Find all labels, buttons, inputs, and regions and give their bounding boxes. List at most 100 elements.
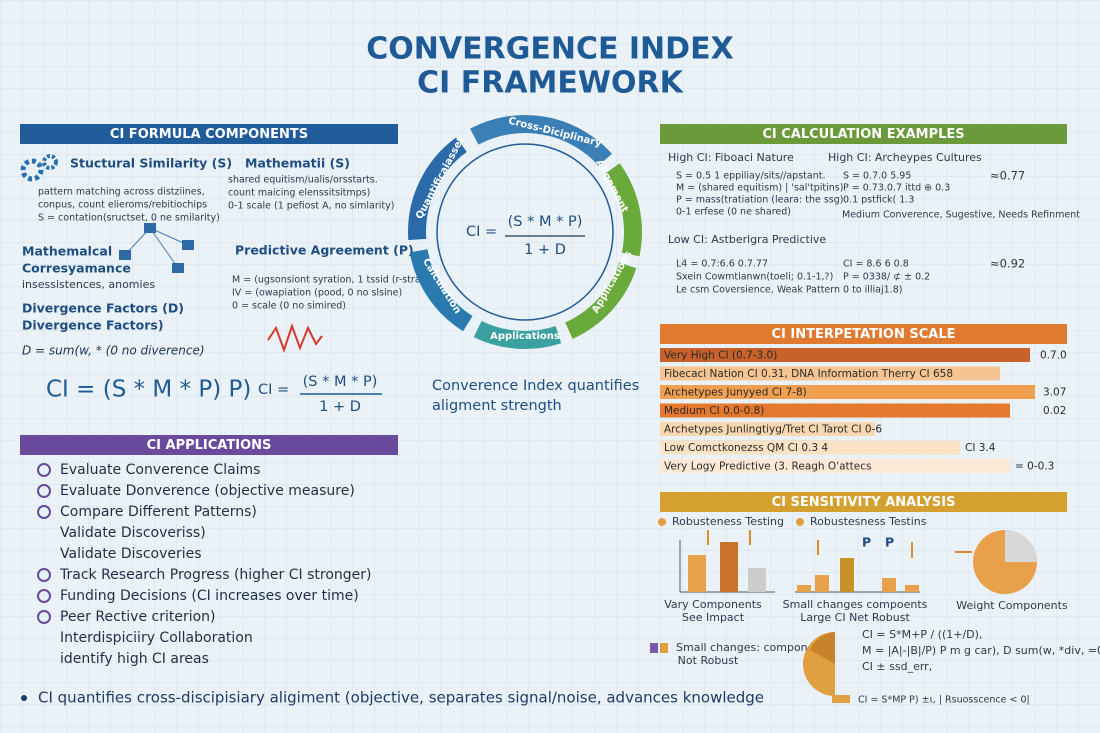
text: M = (ugsonsiont syration, 1 tssid (r-str… <box>232 275 432 286</box>
text: High CI: Fiboaci Nature <box>668 151 794 164</box>
text: Converence Index quantifies <box>432 378 639 394</box>
text: Robustesness Testins <box>810 515 927 528</box>
scale-band <box>660 385 1035 399</box>
text: Medium Converence, Sugestive, Needs Refi… <box>842 210 1080 221</box>
text: Corresyamance <box>22 261 131 276</box>
item-icon <box>37 589 51 603</box>
text: CI 3.4 <box>965 442 996 454</box>
text: Applications <box>490 331 560 342</box>
text: 1 + D <box>524 242 566 258</box>
text: CI INTERPETATION SCALE <box>772 327 956 342</box>
text: Interdispiciiry Collaboration <box>60 630 253 646</box>
text: ≈0.77 <box>990 169 1025 183</box>
text: ≈0.92 <box>990 257 1025 271</box>
text: 0 = scale (0 no simired) <box>232 301 346 312</box>
text: S = 0.5 1 eppiliay/sits//apstant. <box>676 171 825 182</box>
text: High CI: Archeypes Cultures <box>828 151 982 164</box>
text: CI = (S * M * P) P) <box>46 377 251 403</box>
sample-bar <box>797 585 811 592</box>
text: Validate Discoveries <box>60 546 202 562</box>
text: (S * M * P) <box>303 374 378 390</box>
text: pattern matching across distziines, <box>38 187 205 198</box>
sample-bar <box>815 575 829 592</box>
cycle-segment <box>604 163 642 257</box>
text: Vary Components <box>664 598 762 611</box>
scale-band <box>660 440 960 455</box>
text: Le csm Coversience, Weak Pattern <box>676 285 840 296</box>
cycle-inner <box>436 143 614 321</box>
network-node <box>182 240 194 250</box>
legend-swatch <box>660 643 668 653</box>
text: M = (shared equitism) | 'sal'tpitins) <box>676 183 843 194</box>
cycle-segment <box>408 137 468 241</box>
zigzag-icon <box>267 322 323 354</box>
text: 1 + D <box>319 399 361 415</box>
item-icon <box>37 484 51 498</box>
text: Track Research Progress (higher CI stron… <box>59 567 372 583</box>
text: P = 0338/ ⊄ ± 0.2 <box>843 272 930 283</box>
text: Divergence Factors) <box>22 318 164 333</box>
scale-band <box>660 403 1010 418</box>
cycle-segment <box>473 320 562 349</box>
text: Peer Rective criterion) <box>60 609 216 625</box>
text: 0.1 pstfick( 1.3 <box>843 195 914 206</box>
text: conpus, count elieroms/rebitiochips <box>38 200 207 211</box>
item-icon <box>37 463 51 477</box>
text: M = |A|-|B|/P) P m g car), D sum(w, *div… <box>862 644 1100 657</box>
legend-dot <box>658 518 666 526</box>
text: 0 to illiaj1.8) <box>843 285 902 296</box>
item-icon <box>37 505 51 519</box>
text: Very Logy Predictive (3. Reagh O'attecs <box>664 461 871 473</box>
text: IV = (owapiation (pood, 0 no slsine) <box>232 288 402 299</box>
text: S = contation(sructset, 0 ne smilarity) <box>38 213 220 224</box>
sample-bar <box>840 558 854 592</box>
text: Low Comctkonezss QM CI 0.3 4 <box>664 442 828 454</box>
text: Predictive Agreement (P) <box>235 243 414 258</box>
text: S = 0.7.0 5.95 <box>843 171 911 182</box>
cycle-segment <box>565 262 637 339</box>
text: CI = <box>258 382 289 398</box>
scale-band <box>660 459 1010 473</box>
sample-bar <box>720 542 738 592</box>
text: CI CALCULATION EXAMPLES <box>762 127 964 142</box>
scale-band <box>660 422 875 436</box>
sample-bar <box>688 555 706 592</box>
text: Weight Components <box>956 599 1068 612</box>
section-header <box>660 324 1067 344</box>
gear-icon <box>42 154 58 170</box>
text: count maicing elenssitsitmps) <box>228 188 370 199</box>
text: Large CI Net Robust <box>800 611 910 624</box>
text: P = mass(tratiation (leara: the ssg) <box>676 195 843 206</box>
text: CI FRAMEWORK <box>417 66 684 101</box>
text: CI = 8.6 6 0.8 <box>843 259 909 270</box>
text: Divergence Factors (D) <box>22 301 184 316</box>
text: Evaluate Converence Claims <box>60 462 260 478</box>
text: CI = S*M+P / ((1+/D), <box>862 628 982 641</box>
text: See Impact <box>682 611 745 624</box>
pie-slice <box>1005 530 1037 562</box>
text: P <box>862 535 871 550</box>
half-pie <box>810 632 835 664</box>
text: 3.07 <box>1043 387 1066 399</box>
text: 0.7.0 <box>1040 350 1067 362</box>
text: Archetypes Junlingtiyg/Tret CI Tarot CI … <box>664 424 882 436</box>
scale-band <box>660 348 1030 362</box>
sample-bar <box>905 585 919 592</box>
text: Fibecacl Nation CI 0.31, DNA Information… <box>664 368 953 380</box>
network-link <box>149 227 179 269</box>
legend-swatch <box>650 643 658 653</box>
gear-icon <box>20 158 44 182</box>
text: Medium CI 0.0-0.8) <box>664 405 764 417</box>
text: Very High CI (0.7-3.0) <box>664 350 777 362</box>
text: Robusteness Testing <box>672 515 784 528</box>
text: CI quantifies cross-discipisiary aligime… <box>38 689 764 707</box>
section-header <box>20 435 398 455</box>
text: Archetypes Junyyed CI 7-8) <box>664 387 807 399</box>
text: Stuctural Similarity (S) <box>70 156 232 171</box>
text: Not Robust <box>678 654 739 667</box>
text: aligment strength <box>432 398 562 414</box>
text: CI FORMULA COMPONENTS <box>110 127 308 142</box>
text: (S * M * P) <box>508 214 583 230</box>
text: 0.02 <box>1043 405 1066 417</box>
